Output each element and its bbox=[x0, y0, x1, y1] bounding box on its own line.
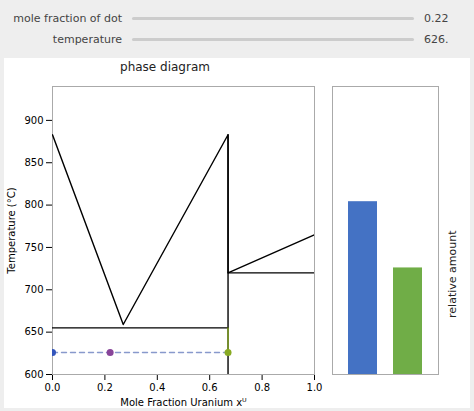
html-text:temperature: temperature bbox=[52, 33, 122, 46]
svg-text:600: 600 bbox=[24, 369, 43, 380]
html-text:mole fraction of dot: mole fraction of dot bbox=[13, 12, 122, 25]
svg-text:Temperature (°C): Temperature (°C) bbox=[6, 187, 17, 274]
svg-text:700: 700 bbox=[24, 284, 43, 295]
html-text:phase diagram: phase diagram bbox=[120, 60, 210, 74]
svg-text:750: 750 bbox=[24, 242, 43, 253]
svg-text:1.0: 1.0 bbox=[307, 382, 323, 393]
svg-text:850: 850 bbox=[24, 157, 43, 168]
svg-text:900: 900 bbox=[24, 115, 43, 126]
html-text:0.22: 0.22 bbox=[424, 12, 449, 25]
svg-text:800: 800 bbox=[24, 199, 43, 210]
svg-text:0.6: 0.6 bbox=[202, 382, 218, 393]
svg-text:650: 650 bbox=[24, 326, 43, 337]
svg-text:Mole Fraction Uranium xᵁ: Mole Fraction Uranium xᵁ bbox=[120, 397, 247, 408]
svg-text:0.4: 0.4 bbox=[149, 382, 165, 393]
svg-text:0.8: 0.8 bbox=[254, 382, 270, 393]
svg-text:0.2: 0.2 bbox=[97, 382, 113, 393]
html-text:626.: 626. bbox=[424, 33, 449, 46]
svg-text:relative amount: relative amount bbox=[446, 230, 459, 318]
svg-text:0.0: 0.0 bbox=[45, 382, 61, 393]
